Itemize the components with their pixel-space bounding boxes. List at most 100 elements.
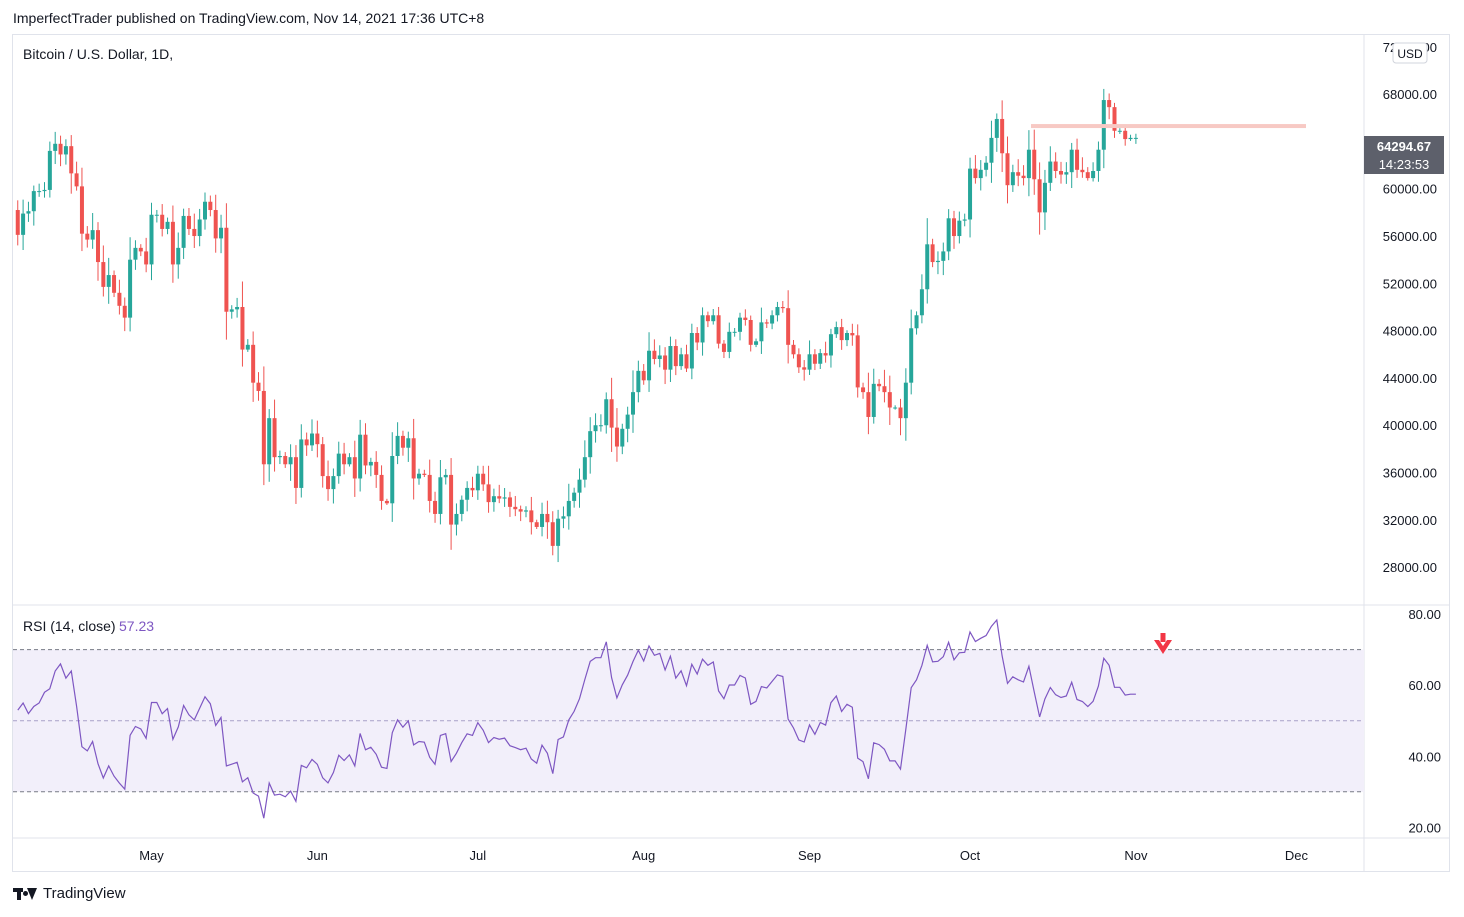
candle-body bbox=[839, 327, 844, 341]
candle-body bbox=[176, 247, 181, 265]
candle-body bbox=[491, 496, 496, 503]
candle-body bbox=[727, 331, 732, 352]
candle-body bbox=[69, 146, 74, 174]
candle-body bbox=[15, 210, 20, 235]
currency-label: USD bbox=[1397, 47, 1423, 61]
candle-body bbox=[288, 457, 293, 465]
candle-body bbox=[952, 218, 956, 237]
candle-body bbox=[26, 211, 31, 214]
rsi-axis-tick: 80.00 bbox=[1408, 607, 1441, 622]
candle-body bbox=[668, 346, 673, 370]
candle-body bbox=[342, 453, 347, 465]
candle-body bbox=[764, 322, 769, 324]
candle-body bbox=[112, 275, 117, 293]
rsi-legend-label: RSI (14, close) bbox=[23, 618, 116, 634]
candle-body bbox=[320, 444, 325, 477]
candle-body bbox=[507, 497, 512, 507]
candle-body bbox=[909, 328, 914, 383]
currency-button[interactable]: USD bbox=[1392, 42, 1428, 64]
candle-body bbox=[689, 333, 694, 369]
candle-body bbox=[165, 221, 170, 229]
candle-body bbox=[379, 474, 384, 501]
candle-body bbox=[705, 315, 710, 322]
candle-body bbox=[518, 509, 523, 512]
candle-body bbox=[604, 399, 609, 426]
price-axis-tick: 36000.00 bbox=[1383, 466, 1437, 481]
candle-body bbox=[347, 457, 352, 465]
price-axis-tick: 52000.00 bbox=[1383, 276, 1437, 291]
candle-body bbox=[358, 434, 363, 479]
chart-frame bbox=[12, 34, 1450, 872]
candle-body bbox=[1005, 153, 1010, 186]
candle-body bbox=[850, 333, 855, 336]
candle-body bbox=[481, 473, 486, 485]
candle-body bbox=[903, 382, 908, 419]
candle-body bbox=[1080, 169, 1085, 173]
candle-body bbox=[791, 344, 796, 355]
candle-body bbox=[90, 230, 95, 240]
candle-body bbox=[812, 354, 817, 364]
candle-body bbox=[235, 306, 240, 310]
candle-body bbox=[711, 315, 716, 322]
time-axis-tick: Jun bbox=[307, 848, 328, 863]
tradingview-logo-icon bbox=[13, 887, 37, 901]
rsi-axis: 80.00 60.00 40.00 20.00 bbox=[1408, 607, 1441, 835]
candle-body bbox=[400, 435, 405, 448]
candle-body bbox=[85, 233, 90, 240]
candle-body bbox=[417, 473, 421, 479]
candle-body bbox=[331, 476, 336, 490]
candle-body bbox=[738, 317, 742, 332]
candle-body bbox=[641, 370, 646, 381]
candle-body bbox=[240, 306, 245, 350]
candle-body bbox=[395, 435, 400, 456]
time-axis-tick: Oct bbox=[960, 848, 981, 863]
candle-body bbox=[384, 500, 389, 504]
rsi-legend-value: 57.23 bbox=[119, 618, 154, 634]
candle-body bbox=[122, 305, 127, 318]
candle-body bbox=[1000, 118, 1005, 154]
candle-body bbox=[31, 191, 36, 212]
candle-body bbox=[647, 350, 652, 381]
candle-body bbox=[625, 414, 630, 429]
price-axis-tick: 60000.00 bbox=[1383, 182, 1437, 197]
candle-body bbox=[807, 354, 812, 370]
time-axis-tick: Sep bbox=[798, 848, 821, 863]
candle-body bbox=[1010, 172, 1015, 186]
rsi-axis-tick: 20.00 bbox=[1408, 820, 1441, 835]
candle-body bbox=[486, 484, 491, 503]
candle-body bbox=[1096, 149, 1101, 171]
candle-body bbox=[845, 333, 849, 341]
candle-body bbox=[770, 315, 775, 324]
candle-body bbox=[1026, 149, 1031, 179]
candle-body bbox=[877, 383, 882, 387]
candle-body bbox=[352, 457, 357, 479]
footer-brand[interactable]: TradingView bbox=[13, 885, 126, 902]
candle-body bbox=[459, 499, 464, 514]
candle-body bbox=[930, 244, 935, 263]
candle-body bbox=[732, 331, 737, 333]
candle-body bbox=[572, 492, 577, 501]
candle-body bbox=[754, 341, 759, 345]
candle-body bbox=[861, 387, 866, 393]
candle-body bbox=[251, 344, 256, 383]
candle-body bbox=[1117, 130, 1122, 132]
candle-body bbox=[866, 392, 871, 417]
candle-body bbox=[181, 215, 186, 248]
price-axis-tick: 48000.00 bbox=[1383, 324, 1437, 339]
candle-body bbox=[47, 150, 52, 190]
candle-body bbox=[759, 322, 764, 342]
candle-body bbox=[304, 439, 309, 446]
candle-body bbox=[556, 518, 561, 546]
candle-body bbox=[855, 335, 860, 388]
candle-body bbox=[1128, 137, 1133, 140]
candle-body bbox=[946, 218, 951, 252]
candle-body bbox=[53, 143, 58, 151]
candle-body bbox=[470, 487, 475, 491]
candle-body bbox=[935, 260, 940, 263]
candle-body bbox=[277, 455, 282, 458]
candle-body bbox=[657, 355, 662, 360]
candle-body bbox=[818, 353, 823, 364]
candle-body bbox=[673, 346, 678, 367]
candle-body bbox=[63, 146, 68, 155]
